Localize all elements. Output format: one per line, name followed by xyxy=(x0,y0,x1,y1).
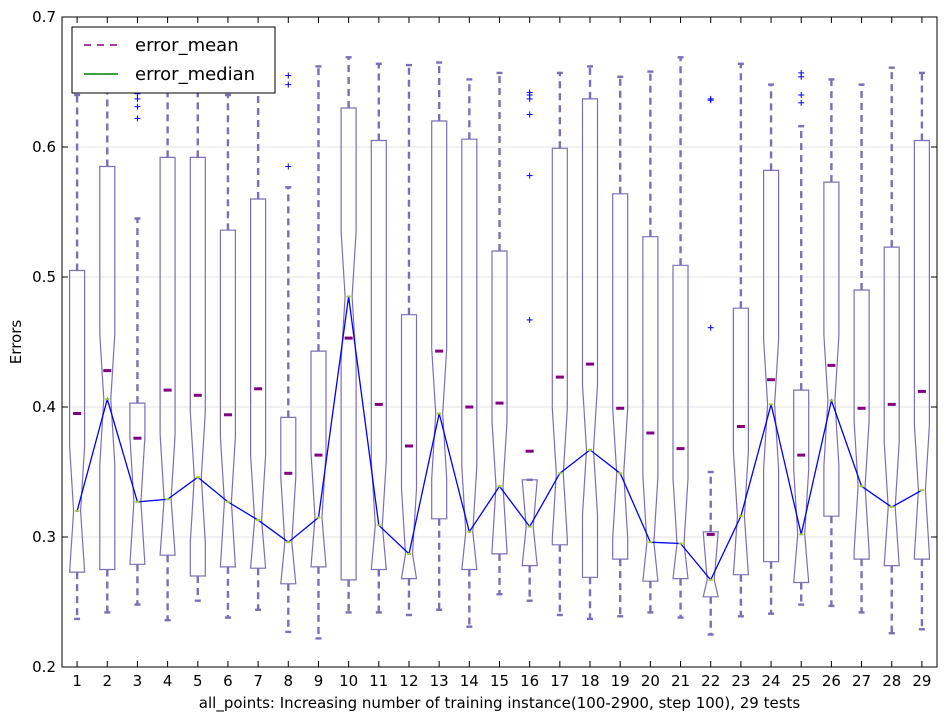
x-tick-label: 6 xyxy=(223,672,233,690)
box-11 xyxy=(370,139,387,571)
box-29 xyxy=(913,139,931,560)
x-tick-label: 11 xyxy=(369,672,388,690)
x-tick-label: 26 xyxy=(822,672,841,690)
x-tick-label: 14 xyxy=(460,672,479,690)
box-22 xyxy=(702,531,719,598)
box-5 xyxy=(189,156,206,577)
y-tick-label: 0.2 xyxy=(32,658,56,676)
x-tick-label: 16 xyxy=(520,672,539,690)
x-tick-label: 25 xyxy=(792,672,811,690)
box-7 xyxy=(249,198,267,569)
box-27 xyxy=(853,289,870,560)
box-4 xyxy=(159,156,176,556)
y-tick-label: 0.3 xyxy=(32,528,56,546)
x-tick-label: 20 xyxy=(641,672,660,690)
boxes-layer xyxy=(68,56,931,640)
x-tick-label: 19 xyxy=(611,672,630,690)
x-tick-label: 23 xyxy=(731,672,750,690)
y-tick-label: 0.6 xyxy=(32,138,56,156)
grid-lines xyxy=(62,146,937,538)
x-tick-label: 22 xyxy=(701,672,720,690)
markers-layer xyxy=(73,69,926,581)
box-9 xyxy=(310,350,327,568)
x-tick-label: 24 xyxy=(762,672,781,690)
x-tick-label: 4 xyxy=(163,672,173,690)
legend-median-label: error_median xyxy=(135,64,255,85)
box-14 xyxy=(461,138,478,571)
box-12 xyxy=(400,314,418,580)
x-tick-label: 7 xyxy=(253,672,263,690)
x-tick-label: 8 xyxy=(284,672,294,690)
y-axis-title: Errors xyxy=(7,320,25,365)
box-2 xyxy=(99,165,116,571)
x-tick-label: 18 xyxy=(580,672,599,690)
x-tick-label: 27 xyxy=(852,672,871,690)
x-tick-label: 5 xyxy=(193,672,203,690)
box-17 xyxy=(551,147,568,546)
box-3 xyxy=(129,402,146,565)
box-28 xyxy=(883,246,900,567)
box-24 xyxy=(762,169,780,563)
y-tick-label: 0.4 xyxy=(32,398,56,416)
ticks-layer: 0.20.30.40.50.60.71 2 3 4 5 6 7 8 9 10 11 12 13 14 15 1… xyxy=(32,8,937,690)
box-8 xyxy=(280,416,297,585)
x-tick-label: 2 xyxy=(102,672,112,690)
x-tick-label: 29 xyxy=(912,672,931,690)
x-axis-title: all_points: Increasing number of trainin… xyxy=(199,694,801,713)
x-tick-label: 10 xyxy=(339,672,358,690)
box-15 xyxy=(491,250,508,555)
box-20 xyxy=(642,236,659,582)
x-tick-label: 21 xyxy=(671,672,690,690)
x-tick-label: 9 xyxy=(314,672,324,690)
x-tick-label: 3 xyxy=(133,672,143,690)
legend: error_mean error_median xyxy=(71,26,276,94)
x-tick-label: 15 xyxy=(490,672,509,690)
legend-mean-label: error_mean xyxy=(135,35,239,56)
legend-box xyxy=(71,26,276,94)
y-tick-label: 0.5 xyxy=(32,268,56,286)
x-tick-label: 28 xyxy=(882,672,901,690)
box-21 xyxy=(672,264,689,580)
box-19 xyxy=(612,193,629,560)
y-tick-label: 0.7 xyxy=(32,8,56,26)
x-tick-label: 12 xyxy=(399,672,418,690)
box-10 xyxy=(340,107,357,581)
box-16 xyxy=(521,479,538,567)
box-23 xyxy=(732,307,750,576)
x-tick-label: 13 xyxy=(430,672,449,690)
box-18 xyxy=(581,98,599,578)
x-tick-label: 1 xyxy=(72,672,82,690)
x-tick-label: 17 xyxy=(550,672,569,690)
box-6 xyxy=(219,229,237,568)
box-1 xyxy=(68,269,86,573)
